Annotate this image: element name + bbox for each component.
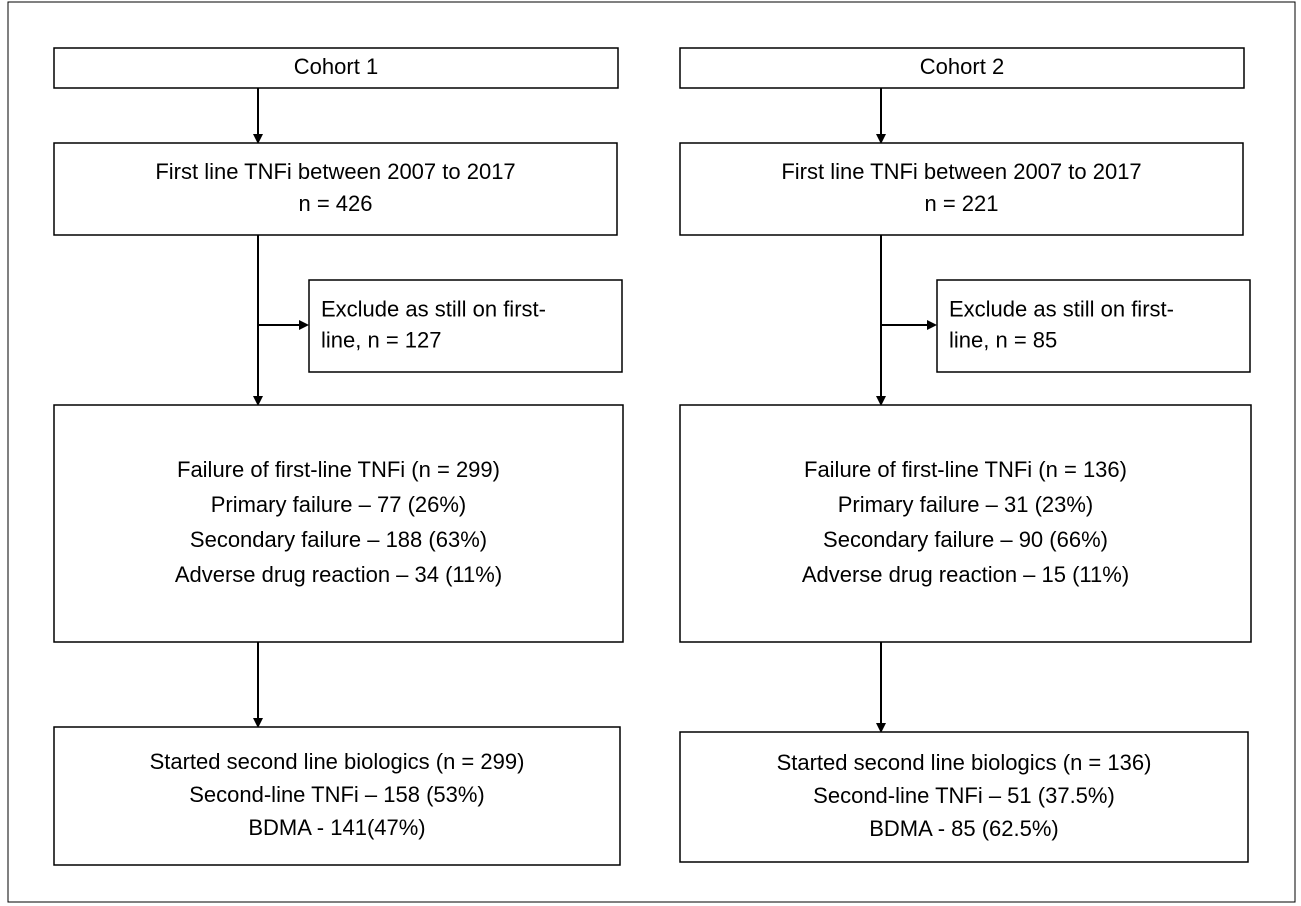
failure-text: Adverse drug reaction – 34 (11%) bbox=[175, 562, 502, 587]
failure-box bbox=[53, 404, 624, 643]
first-line-box bbox=[53, 142, 618, 236]
exclude-text: line, n = 85 bbox=[949, 327, 1057, 352]
failure-text: Secondary failure – 90 (66%) bbox=[823, 527, 1108, 552]
started-text: Second-line TNFi – 51 (37.5%) bbox=[813, 783, 1115, 808]
first-line-text: First line TNFi between 2007 to 2017 bbox=[781, 159, 1141, 184]
failure-text: Failure of first-line TNFi (n = 299) bbox=[177, 457, 500, 482]
failure-box bbox=[679, 404, 1252, 643]
cohort-header-box bbox=[53, 47, 619, 89]
exclude-text: Exclude as still on first- bbox=[949, 296, 1174, 321]
cohort-header: Cohort 2 bbox=[920, 54, 1004, 79]
failure-text: Secondary failure – 188 (63%) bbox=[190, 527, 487, 552]
first-line-text: n = 221 bbox=[924, 191, 998, 216]
failure-text: Primary failure – 31 (23%) bbox=[838, 492, 1094, 517]
started-text: Started second line biologics (n = 136) bbox=[777, 750, 1152, 775]
exclude-text: Exclude as still on first- bbox=[321, 296, 546, 321]
failure-text: Failure of first-line TNFi (n = 136) bbox=[804, 457, 1127, 482]
exclude-box bbox=[936, 279, 1251, 373]
started-text: Second-line TNFi – 158 (53%) bbox=[189, 782, 485, 807]
cohort-header-box bbox=[679, 47, 1245, 89]
started-box bbox=[679, 731, 1249, 863]
cohort-header: Cohort 1 bbox=[294, 54, 378, 79]
started-box bbox=[53, 726, 621, 866]
exclude-text: line, n = 127 bbox=[321, 327, 441, 352]
started-text: BDMA - 85 (62.5%) bbox=[869, 816, 1059, 841]
first-line-text: n = 426 bbox=[298, 191, 372, 216]
exclude-box bbox=[308, 279, 623, 373]
started-text: BDMA - 141(47%) bbox=[248, 815, 425, 840]
failure-text: Adverse drug reaction – 15 (11%) bbox=[802, 562, 1129, 587]
started-text: Started second line biologics (n = 299) bbox=[150, 749, 525, 774]
first-line-text: First line TNFi between 2007 to 2017 bbox=[155, 159, 515, 184]
failure-text: Primary failure – 77 (26%) bbox=[211, 492, 467, 517]
first-line-box bbox=[679, 142, 1244, 236]
